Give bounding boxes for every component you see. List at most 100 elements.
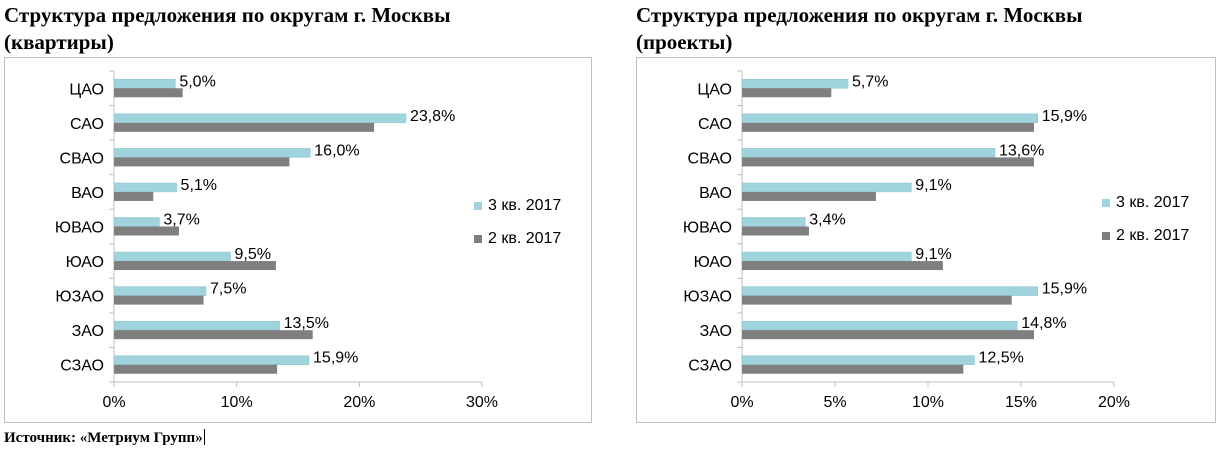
chart-2-x-tick-label: 15% (1005, 394, 1037, 411)
chart-2-data-label: 3,4% (809, 212, 845, 229)
chart-1-x-tick-label: 10% (221, 394, 253, 411)
chart-1-data-label: 3,7% (163, 212, 199, 229)
chart-1-data-label: 7,5% (210, 281, 246, 298)
chart-1-title-line-2: (квартиры) (4, 30, 114, 54)
chart-2-frame: 0% 5% 10% 15% 20% ЦАО 5,7% САО 15,9% СВАО 13,6% ВАО… (636, 57, 1216, 423)
chart-1-bar-q3 (113, 286, 207, 296)
chart-2-data-label: 12,5% (979, 350, 1024, 367)
chart-2-title: Структура предложения по округам г. Моск… (636, 2, 1083, 56)
chart-2-bar-q2 (742, 295, 1012, 305)
chart-1-data-label: 5,1% (181, 177, 217, 194)
chart-2-category-label: ВАО (699, 185, 732, 202)
chart-1-bar-q2 (114, 330, 313, 340)
chart-1-x-tick-label: 30% (466, 394, 498, 411)
chart-2-bar-q3 (741, 320, 1018, 331)
chart-2-bar-q3 (741, 79, 849, 89)
chart-2-bar-q3 (741, 251, 912, 262)
chart-2-category-label: ЮЗАО (683, 289, 732, 306)
chart-2-data-label: 9,1% (915, 177, 951, 194)
chart-1-bar-q2 (114, 226, 180, 236)
chart-1-bar-q3 (113, 113, 407, 124)
chart-2-x-tick-label: 5% (823, 394, 846, 411)
chart-1-category-label: САО (70, 116, 104, 133)
chart-1-data-label: 23,8% (410, 108, 455, 125)
chart-2-category-label: СЗАО (688, 358, 732, 375)
chart-1-x-tick-label: 0% (102, 394, 125, 411)
chart-1-title: Структура предложения по округам г. Моск… (4, 2, 451, 56)
chart-1-title-line-1: Структура предложения по округам г. Моск… (4, 3, 451, 27)
chart-1-data-label: 16,0% (314, 142, 359, 159)
chart-1-bar-q2 (114, 122, 375, 132)
chart-1-category-label: ЮВАО (55, 220, 104, 237)
chart-2-bar-q3 (741, 148, 996, 158)
text-cursor (203, 429, 205, 445)
chart-2-bar-q2 (742, 226, 809, 236)
chart-2-legend-swatch (1102, 232, 1110, 240)
chart-2-legend-label: 3 кв. 2017 (1116, 194, 1189, 211)
chart-2-title-line-2: (проекты) (636, 30, 733, 54)
chart-2-bar-q2 (742, 88, 832, 98)
chart-2-bar-q2 (742, 191, 876, 201)
chart-2-category-label: ЦАО (697, 81, 732, 98)
chart-2-category-label: СВАО (688, 150, 732, 167)
chart-2-data-label: 9,1% (915, 246, 951, 263)
chart-2-bar-q3 (741, 286, 1038, 296)
chart-2-x-tick-label: 0% (730, 394, 753, 411)
chart-2-data-label: 15,9% (1042, 108, 1087, 125)
chart-1-bar-q3 (113, 355, 310, 365)
chart-2-bar-q2 (742, 330, 1035, 340)
chart-2-bar-q3 (741, 182, 912, 193)
chart-1-data-label: 13,5% (284, 315, 329, 332)
chart-2-plot: 0% 5% 10% 15% 20% ЦАО 5,7% САО 15,9% СВАО 13,6% ВАО… (683, 70, 1189, 411)
chart-1-bar-q3 (113, 148, 311, 158)
chart-1-frame: 0% 10% 20% 30% ЦАО 5,0% САО 23,8% СВАО 16,0% ВАО 5,… (4, 57, 592, 423)
chart-1-bar-q3 (113, 217, 160, 227)
chart-1-bar-q3 (113, 320, 280, 331)
chart-1-plot: 0% 10% 20% 30% ЦАО 5,0% САО 23,8% СВАО 16,0% ВАО 5,… (55, 70, 561, 411)
chart-1-category-label: ВАО (71, 185, 104, 202)
chart-1-bar-q3 (113, 251, 231, 262)
chart-2-x-tick-label: 20% (1098, 394, 1130, 411)
chart-1-category-label: ЗАО (72, 323, 104, 340)
chart-2-legend-label: 2 кв. 2017 (1116, 227, 1189, 244)
chart-2-legend-swatch (1102, 199, 1110, 207)
chart-1-legend-swatch (474, 202, 482, 210)
chart-2-category-label: САО (698, 116, 732, 133)
source-note: Источник: «Метриум Групп» (4, 429, 205, 447)
chart-1-bar-q2 (114, 157, 290, 167)
chart-2-data-label: 15,9% (1042, 281, 1087, 298)
chart-2-title-line-1: Структура предложения по округам г. Моск… (636, 3, 1083, 27)
chart-2-bar-q2 (742, 122, 1035, 132)
chart-1-category-label: ЮЗАО (55, 289, 104, 306)
source-text: Источник: «Метриум Групп» (4, 430, 203, 446)
chart-1-category-label: СВАО (60, 150, 104, 167)
chart-2-data-label: 14,8% (1021, 315, 1066, 332)
chart-2-category-label: ЗАО (700, 323, 732, 340)
chart-2-data-label: 5,7% (852, 73, 888, 90)
chart-1-bar-q3 (113, 79, 176, 89)
chart-2-category-label: ЮАО (694, 254, 732, 271)
chart-2-bar-q2 (742, 157, 1035, 167)
chart-1-bar-q2 (114, 88, 183, 98)
chart-1-data-label: 9,5% (235, 246, 271, 263)
chart-1-data-label: 5,0% (179, 73, 215, 90)
chart-1-data-label: 15,9% (313, 350, 358, 367)
chart-2-x-tick-label: 10% (912, 394, 944, 411)
chart-1-bar-q3 (113, 182, 177, 193)
chart-1-bar-q2 (114, 364, 278, 374)
chart-2-bar-q3 (741, 355, 975, 365)
chart-1-legend-label: 2 кв. 2017 (488, 230, 561, 247)
chart-1-category-label: ЦАО (69, 81, 104, 98)
chart-2-category-label: ЮВАО (683, 220, 732, 237)
chart-1-legend-label: 3 кв. 2017 (488, 197, 561, 214)
chart-2-bar-q2 (742, 261, 943, 271)
chart-2-bar-q3 (741, 217, 806, 227)
chart-1-bar-q2 (114, 295, 204, 305)
chart-1-category-label: ЮАО (66, 254, 104, 271)
chart-1-legend-swatch (474, 235, 482, 243)
chart-1-category-label: СЗАО (60, 358, 104, 375)
chart-1-bar-q2 (114, 191, 154, 201)
chart-1-bar-q2 (114, 261, 276, 271)
chart-2-data-label: 13,6% (999, 142, 1044, 159)
chart-2-bar-q3 (741, 113, 1038, 124)
